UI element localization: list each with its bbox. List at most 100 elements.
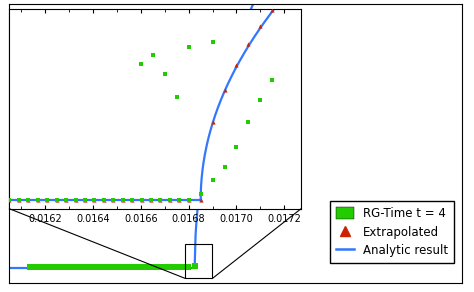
Point (184, 264, 191, 269)
Point (119, 197, 127, 202)
Point (109, 197, 117, 202)
Point (81, 197, 89, 202)
Point (44, 197, 51, 202)
Point (25, 197, 32, 202)
Point (124, 264, 132, 269)
Point (157, 264, 164, 269)
Point (43, 264, 50, 269)
Point (245, 120, 252, 124)
Point (203, 144, 211, 149)
Point (102, 264, 110, 269)
Point (146, 264, 154, 269)
Point (173, 264, 181, 269)
Point (175, 197, 183, 202)
Point (269, 78, 276, 83)
Point (156, 197, 164, 202)
Point (203, 142, 211, 147)
Point (75, 264, 83, 269)
Point (166, 197, 173, 202)
Point (75, 264, 83, 269)
Point (128, 197, 136, 202)
Point (86, 264, 94, 269)
Point (138, 197, 146, 202)
Point (209, 178, 216, 183)
Legend: RG-Time t = 4, Extrapolated, Analytic result: RG-Time t = 4, Extrapolated, Analytic re… (330, 201, 454, 263)
Point (137, 61, 145, 66)
Point (64, 264, 72, 269)
Point (97, 264, 105, 269)
Point (100, 197, 108, 202)
Point (26, 264, 34, 269)
Point (175, 197, 183, 202)
Point (179, 264, 186, 269)
Point (15, 197, 23, 202)
Point (135, 264, 143, 269)
Point (124, 264, 132, 269)
Point (91, 197, 98, 202)
Point (70, 264, 77, 269)
Point (140, 264, 148, 269)
Point (151, 264, 159, 269)
Point (128, 197, 136, 202)
Point (113, 264, 121, 269)
Point (59, 264, 66, 269)
Point (221, 87, 228, 92)
Point (184, 264, 191, 269)
Point (119, 264, 127, 269)
Point (108, 264, 116, 269)
Point (72, 197, 79, 202)
Point (209, 40, 216, 44)
Point (119, 264, 127, 269)
Point (151, 264, 159, 269)
Point (54, 264, 61, 269)
Point (156, 197, 164, 202)
Point (209, 119, 216, 124)
Point (81, 264, 88, 269)
Point (240, 22, 248, 27)
Point (256, 24, 264, 29)
Point (157, 264, 164, 269)
Point (86, 264, 94, 269)
Point (216, 93, 223, 97)
Point (185, 197, 192, 202)
Point (91, 264, 99, 269)
Point (168, 264, 175, 269)
Point (102, 264, 110, 269)
Point (147, 197, 155, 202)
Point (81, 197, 89, 202)
Point (53, 197, 60, 202)
Point (54, 264, 61, 269)
Point (168, 264, 175, 269)
Point (233, 145, 240, 150)
Point (15, 197, 23, 202)
Point (269, 7, 276, 12)
Point (228, 53, 236, 58)
Point (138, 197, 146, 202)
Point (113, 264, 121, 269)
Point (91, 264, 99, 269)
Point (173, 264, 181, 269)
Point (129, 264, 137, 269)
Point (62, 197, 70, 202)
Bar (185, 244, 212, 278)
Point (72, 197, 79, 202)
Point (37, 264, 45, 269)
Point (43, 264, 50, 269)
Point (81, 264, 88, 269)
Point (100, 197, 108, 202)
Point (26, 264, 34, 269)
Point (256, 98, 264, 103)
Point (119, 197, 127, 202)
Point (173, 95, 181, 100)
Point (228, 56, 236, 61)
Point (25, 197, 32, 202)
Point (240, 25, 248, 30)
Point (97, 264, 105, 269)
Point (161, 72, 169, 76)
Point (6, 197, 13, 202)
Point (37, 264, 45, 269)
Point (70, 264, 77, 269)
Point (53, 197, 60, 202)
Point (6, 197, 13, 202)
Point (34, 197, 42, 202)
